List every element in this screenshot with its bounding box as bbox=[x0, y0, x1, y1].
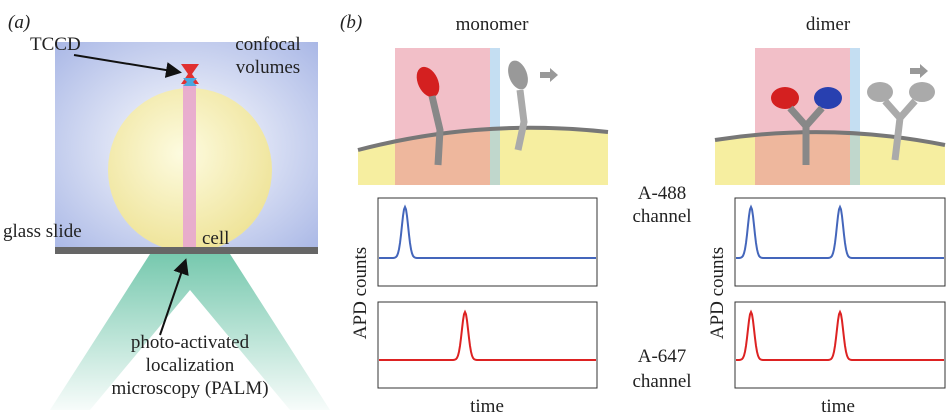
title: monomer bbox=[456, 14, 529, 35]
channel-label: channel bbox=[632, 371, 691, 392]
molecule bbox=[518, 90, 524, 150]
glass-slide bbox=[55, 247, 318, 254]
traces bbox=[379, 207, 944, 360]
axis-label: APD counts bbox=[707, 247, 728, 339]
label: microscopy (PALM) bbox=[111, 378, 268, 399]
molecule bbox=[867, 82, 893, 102]
label: cell bbox=[202, 228, 229, 249]
label: volumes bbox=[236, 57, 300, 78]
label: TCCD bbox=[30, 34, 81, 55]
red-beam bbox=[395, 48, 490, 185]
label: localization bbox=[146, 355, 235, 376]
signal-trace bbox=[736, 312, 944, 360]
motion-arrow bbox=[540, 68, 558, 82]
signal-trace bbox=[736, 207, 944, 258]
label: confocal bbox=[235, 34, 300, 55]
channel-label: channel bbox=[632, 206, 691, 227]
molecule bbox=[504, 58, 531, 92]
figure: (a) TCCD confocal volumes cell glass sli… bbox=[0, 0, 949, 418]
title: dimer bbox=[806, 14, 851, 35]
laser-column bbox=[183, 82, 196, 248]
panel-label: (b) bbox=[340, 12, 362, 33]
panel-label: (a) bbox=[8, 12, 30, 33]
motion-arrow bbox=[910, 64, 928, 78]
channel-label: A-647 bbox=[638, 346, 687, 367]
signal-trace bbox=[379, 207, 596, 258]
trace-box bbox=[378, 302, 597, 388]
axis-label: time bbox=[821, 396, 855, 417]
trace-box bbox=[735, 302, 945, 388]
blue-beam bbox=[850, 48, 860, 185]
molecule bbox=[771, 87, 799, 109]
axis-label: APD counts bbox=[350, 247, 371, 339]
blue-beam bbox=[490, 48, 500, 185]
axis-label: time bbox=[470, 396, 504, 417]
trace-box bbox=[735, 198, 945, 286]
signal-trace bbox=[379, 312, 596, 360]
label: photo-activated bbox=[131, 332, 250, 353]
molecule bbox=[909, 82, 935, 102]
label: glass slide bbox=[3, 221, 82, 242]
channel-label: A-488 bbox=[638, 183, 687, 204]
molecule bbox=[814, 87, 842, 109]
